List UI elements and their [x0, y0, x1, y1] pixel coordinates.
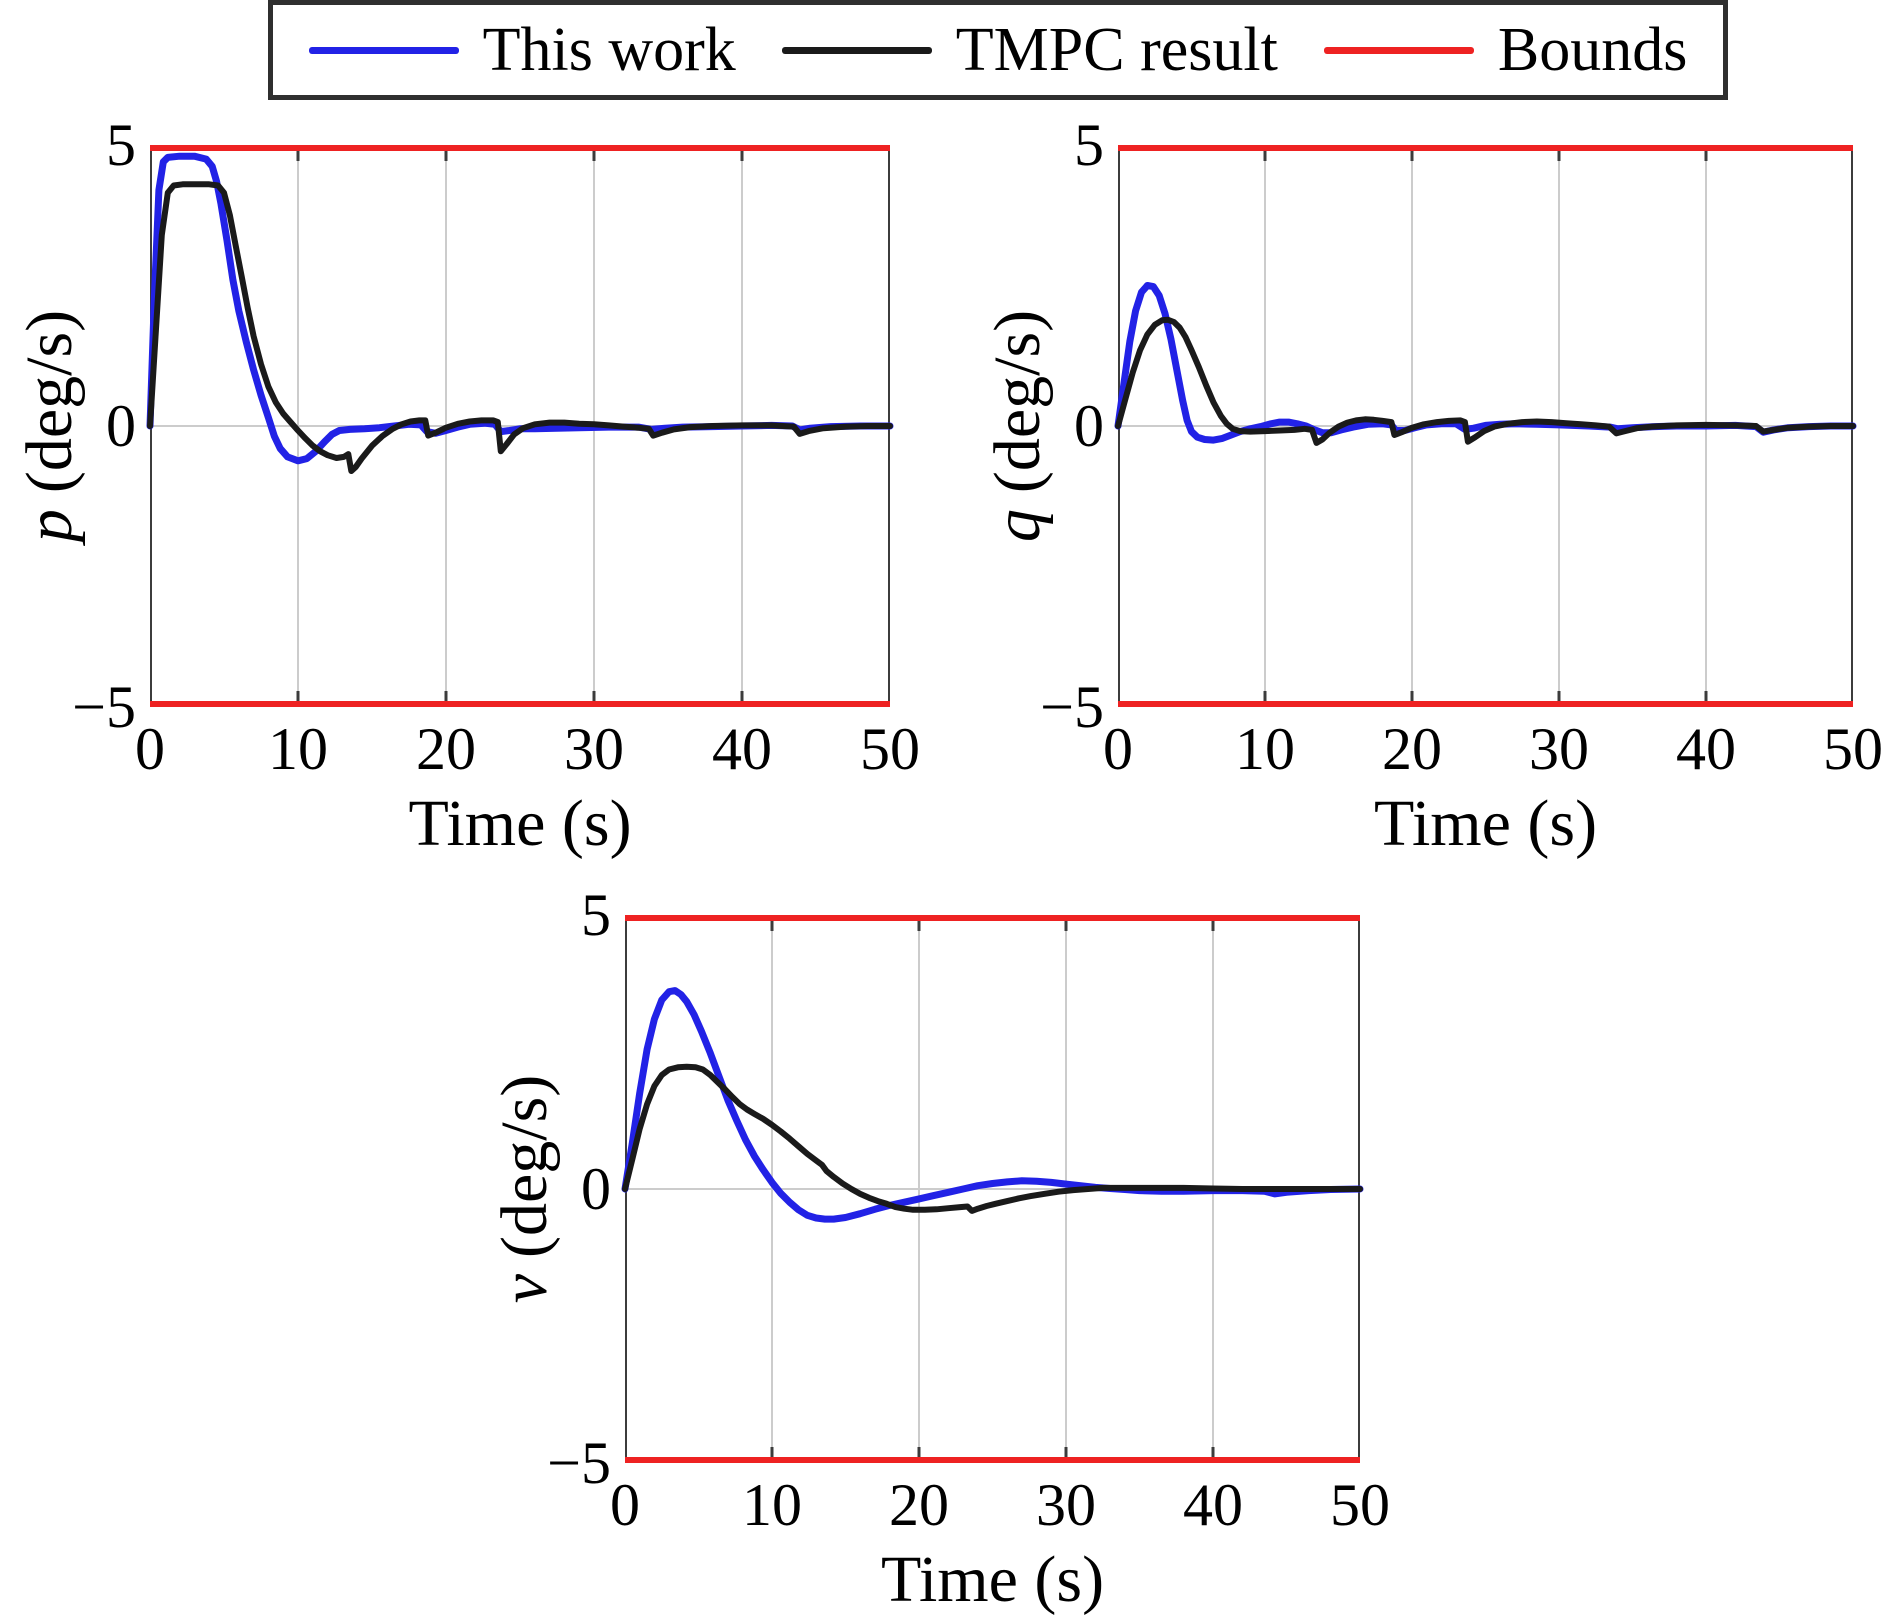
x-tick-label: 40 — [1676, 716, 1736, 782]
y-axis-unit: (deg/s) — [488, 1074, 561, 1258]
legend-line-sample-bounds — [1323, 46, 1474, 54]
x-axis-label: Time (s) — [880, 1543, 1105, 1616]
subplot-v: 5 0 −5 v (deg/s) 0 10 20 30 40 50 Time (s… — [488, 885, 1390, 1613]
series-line-tmpc-result — [622, 1063, 1363, 1214]
x-tick-label: 0 — [135, 716, 165, 782]
subplot-q: 5 0 −5 q (deg/s) 0 10 20 30 40 50 Time (s… — [981, 115, 1883, 857]
x-tick-label: 0 — [610, 1472, 640, 1538]
legend-line-sample-tmpc-result — [781, 46, 932, 54]
x-axis-label: Time (s) — [408, 787, 632, 860]
x-tick-label: 30 — [564, 716, 624, 782]
legend-label-tmpc-result: TMPC result — [955, 16, 1278, 84]
x-tick-label: 10 — [1235, 716, 1295, 782]
x-tick-label: 40 — [712, 716, 772, 782]
x-tick-label: 20 — [1382, 716, 1442, 782]
y-axis-variable: q — [981, 509, 1054, 543]
y-tick-label: 5 — [1074, 112, 1104, 178]
x-tick-label: 30 — [1529, 716, 1589, 782]
x-tick-label: 50 — [860, 716, 920, 782]
x-tick-label: 20 — [889, 1472, 949, 1538]
y-tick-label: 5 — [106, 112, 136, 178]
x-tick-label: 30 — [1036, 1472, 1096, 1538]
x-axis-label: Time (s) — [1373, 787, 1598, 860]
legend-line-sample-this-work — [308, 46, 459, 54]
y-tick-label: −5 — [1040, 674, 1104, 740]
x-tick-label: 20 — [416, 716, 476, 782]
y-tick-label: 0 — [1074, 393, 1104, 459]
y-axis-label: q (deg/s) — [981, 310, 1054, 542]
y-axis-unit: (deg/s) — [981, 309, 1054, 494]
y-tick-label: −5 — [547, 1430, 611, 1496]
y-axis-variable: p — [13, 509, 86, 543]
x-tick-label: 50 — [1823, 716, 1883, 782]
x-tick-label: 10 — [742, 1472, 802, 1538]
legend-label-this-work: This work — [482, 16, 736, 84]
legend-label-bounds: Bounds — [1497, 16, 1688, 84]
legend-item-this-work: This work — [308, 16, 736, 84]
y-axis-variable: v — [488, 1273, 561, 1304]
series-line-tmpc-result — [147, 181, 893, 474]
x-tick-label: 50 — [1330, 1472, 1390, 1538]
series-line-this-work — [621, 987, 1364, 1223]
series-line-this-work — [1114, 282, 1857, 444]
legend-item-tmpc-result: TMPC result — [781, 16, 1278, 84]
plot-canvas-v — [621, 915, 1364, 1463]
x-tick-label: 10 — [268, 716, 328, 782]
y-tick-label: −5 — [72, 674, 136, 740]
y-axis-unit: (deg/s) — [13, 309, 86, 494]
legend: This work TMPC result Bounds — [268, 0, 1728, 100]
subplot-p: 5 0 −5 p (deg/s) 0 10 20 30 40 50 Time (s… — [13, 115, 920, 857]
x-tick-label: 0 — [1103, 716, 1133, 782]
y-axis-label: v (deg/s) — [488, 1075, 561, 1304]
plot-canvas-p — [146, 145, 894, 707]
series-line-tmpc-result — [1115, 316, 1856, 446]
plot-canvas-q — [1114, 145, 1857, 707]
series-line-this-work — [146, 152, 894, 465]
y-axis-label: p (deg/s) — [13, 310, 86, 542]
x-tick-label: 40 — [1183, 1472, 1243, 1538]
legend-item-bounds: Bounds — [1323, 16, 1688, 84]
y-tick-label: 0 — [581, 1156, 611, 1222]
y-tick-label: 5 — [581, 882, 611, 948]
y-tick-label: 0 — [106, 393, 136, 459]
